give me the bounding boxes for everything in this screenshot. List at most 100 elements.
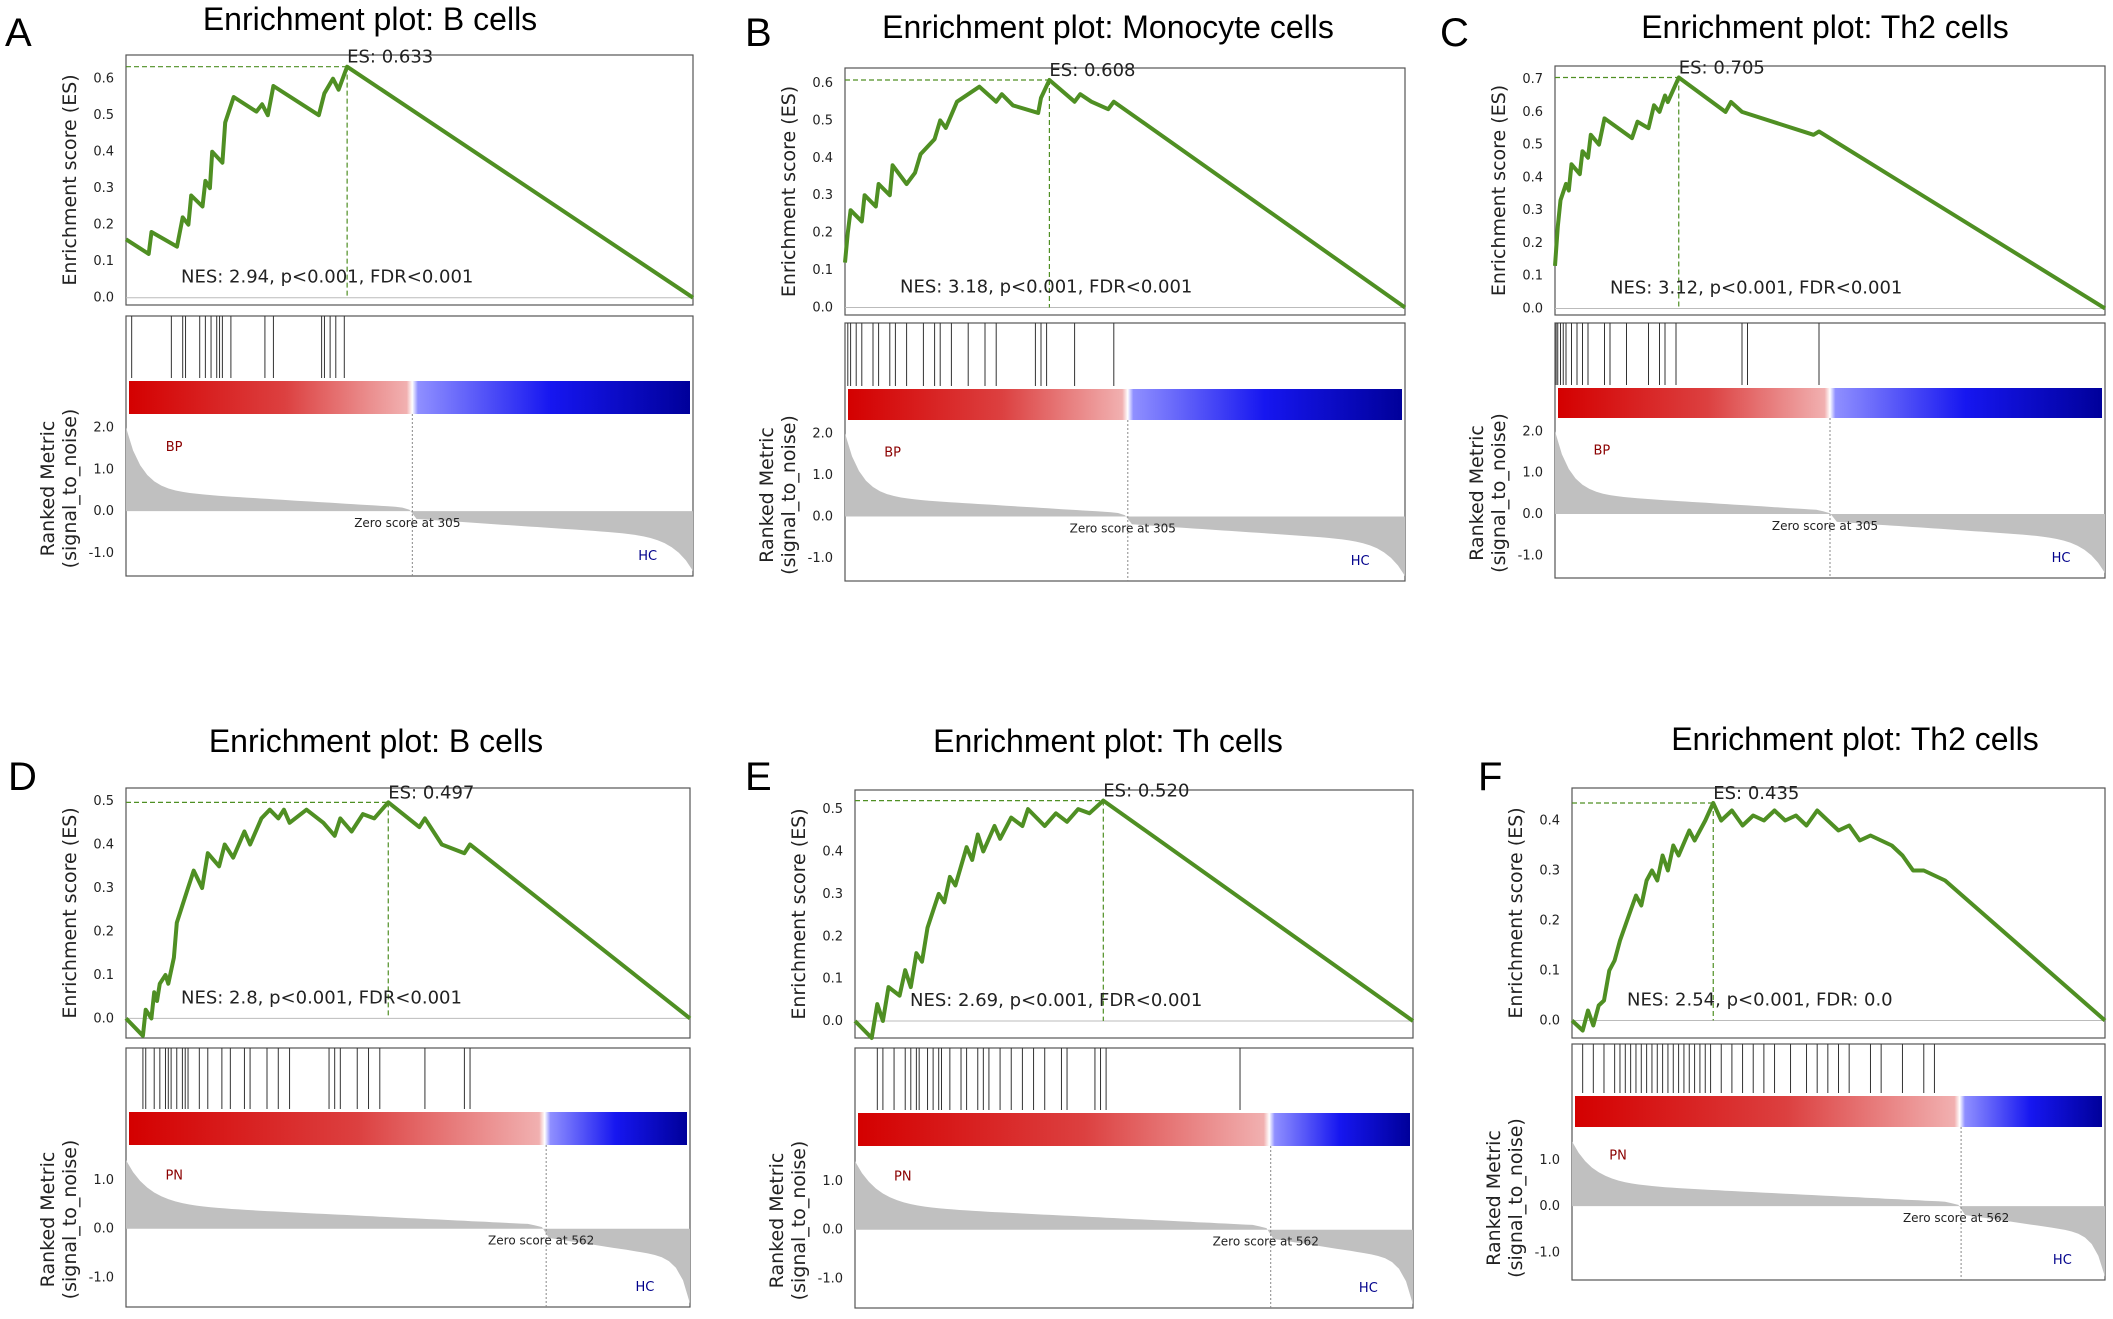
rank-tick-label: 0.0 (93, 504, 114, 519)
es-tick-label: 0.1 (93, 968, 114, 983)
rank-tick-label: 1.0 (822, 1174, 843, 1189)
es-tick-label: 0.4 (1539, 814, 1560, 829)
es-tick-label: 0.0 (1522, 301, 1543, 316)
es-axis-label: Enrichment score (ES) (778, 86, 800, 297)
panel-label: E (745, 755, 772, 799)
es-tick-label: 0.2 (822, 929, 843, 944)
rank-gradient-bar (1575, 1096, 2102, 1127)
panel-c: C Enrichment plot: Th2 cells 0.0 0.1 0.2 0.3 0… (1440, 9, 2107, 579)
es-peak-label: ES: 0.520 (1103, 781, 1189, 802)
rank-tick-label: 2.0 (812, 426, 833, 441)
es-frame (125, 787, 691, 1039)
rank-tick-label: 0.0 (1539, 1199, 1560, 1214)
negative-phenotype-label: HC (635, 1280, 654, 1295)
rank-gradient-bar (1558, 388, 2102, 418)
es-frame (1554, 65, 2106, 316)
es-tick-label: 0.7 (1522, 72, 1543, 87)
es-tick-label: 0.2 (812, 226, 833, 241)
rank-tick-label: 0.0 (1522, 507, 1543, 522)
lower-frame (125, 1047, 691, 1308)
ranked-metric-area (126, 427, 693, 571)
ranked-metric-area (845, 433, 1405, 576)
es-curve (853, 798, 1415, 1040)
rank-tick-label: 1.0 (1522, 466, 1543, 481)
rank-gradient-bar (848, 389, 1402, 420)
es-curve (124, 64, 695, 300)
es-frame (1571, 787, 2106, 1039)
panel-label: F (1478, 755, 1502, 799)
es-axis-label: Enrichment score (ES) (788, 808, 810, 1019)
rank-axis-label: (signal_to_noise) (1488, 413, 1510, 573)
zero-score-label: Zero score at 305 (1772, 519, 1878, 533)
es-tick-label: 0.6 (93, 72, 114, 87)
rank-axis-label: (signal_to_noise) (59, 1140, 81, 1300)
negative-phenotype-label: HC (638, 549, 657, 564)
negative-phenotype-label: HC (2052, 551, 2071, 566)
es-tick-label: 0.0 (822, 1014, 843, 1029)
chart-title: Enrichment plot: Th2 cells (1641, 9, 2009, 45)
es-tick-label: 0.5 (93, 794, 114, 809)
es-tick-label: 0.6 (812, 76, 833, 91)
es-peak-label: ES: 0.633 (347, 47, 433, 68)
es-axis-label: Enrichment score (ES) (1505, 807, 1527, 1018)
es-tick-label: 0.1 (1539, 964, 1560, 979)
es-frame (854, 789, 1414, 1039)
ranked-metric-area (126, 1160, 690, 1304)
es-tick-label: 0.4 (812, 151, 833, 166)
es-tick-label: 0.5 (93, 108, 114, 123)
es-curve (1570, 801, 2107, 1033)
es-tick-label: 0.3 (93, 181, 114, 196)
nes-stats-label: NES: 2.54, p<0.001, FDR: 0.0 (1627, 990, 1893, 1011)
es-tick-label: 0.4 (93, 145, 114, 160)
es-tick-label: 0.0 (812, 301, 833, 316)
rank-axis-label: (signal_to_noise) (778, 415, 800, 575)
es-curve (1553, 75, 2107, 311)
es-tick-label: 0.3 (1522, 203, 1543, 218)
rank-axis-label: Ranked Metric (1466, 425, 1488, 561)
rank-tick-label: -1.0 (808, 551, 833, 566)
rank-axis-label: (signal_to_noise) (788, 1141, 810, 1301)
es-tick-label: 0.5 (1522, 138, 1543, 153)
panel-f: F Enrichment plot: Th2 cells 0.0 0.1 0.2 0.3 0… (1478, 721, 2107, 1281)
panel-a: A Enrichment plot: B cells 0.0 0.1 0.2 0.3 0.4… (5, 1, 695, 577)
nes-stats-label: NES: 3.12, p<0.001, FDR<0.001 (1610, 277, 1902, 298)
zero-score-label: Zero score at 305 (1070, 522, 1176, 536)
es-axis-label: Enrichment score (ES) (59, 74, 81, 285)
es-tick-label: 0.4 (1522, 170, 1543, 185)
rank-gradient-bar (129, 1112, 687, 1145)
panel-d: D Enrichment plot: B cells 0.0 0.1 0.2 0.3 0.4… (8, 723, 692, 1308)
rank-gradient-bar (129, 381, 690, 414)
rank-axis-label: (signal_to_noise) (1505, 1118, 1527, 1278)
positive-phenotype-label: BP (884, 446, 901, 461)
rank-tick-label: -1.0 (89, 546, 114, 561)
chart-title: Enrichment plot: B cells (209, 723, 543, 759)
chart-title: Enrichment plot: Th2 cells (1671, 721, 2039, 757)
es-tick-label: 0.6 (1522, 105, 1543, 120)
ranked-metric-area (855, 1161, 1413, 1305)
es-peak-label: ES: 0.435 (1713, 783, 1799, 804)
chart-title: Enrichment plot: Th cells (933, 723, 1283, 759)
nes-stats-label: NES: 3.18, p<0.001, FDR<0.001 (900, 277, 1192, 298)
es-tick-label: 0.2 (93, 924, 114, 939)
es-tick-label: 0.3 (812, 188, 833, 203)
es-peak-label: ES: 0.608 (1049, 60, 1135, 81)
es-curve (124, 800, 692, 1038)
panel-b: B Enrichment plot: Monocyte cells 0.0 0.1 0.… (745, 9, 1407, 582)
negative-phenotype-label: HC (1351, 554, 1370, 569)
rank-tick-label: 1.0 (93, 462, 114, 477)
es-tick-label: 0.0 (93, 291, 114, 306)
nes-stats-label: NES: 2.8, p<0.001, FDR<0.001 (181, 987, 462, 1008)
rank-axis-label: Ranked Metric (766, 1153, 788, 1289)
es-peak-label: ES: 0.497 (388, 782, 474, 803)
es-tick-label: 0.2 (1522, 236, 1543, 251)
es-tick-label: 0.2 (1539, 914, 1560, 929)
panel-label: D (8, 755, 37, 799)
rank-axis-label: Ranked Metric (37, 421, 59, 557)
negative-phenotype-label: HC (2053, 1253, 2072, 1268)
positive-phenotype-label: PN (165, 1168, 183, 1183)
rank-tick-label: 1.0 (93, 1173, 114, 1188)
es-tick-label: 0.5 (812, 113, 833, 128)
es-tick-label: 0.2 (93, 218, 114, 233)
zero-score-label: Zero score at 562 (1213, 1235, 1319, 1249)
